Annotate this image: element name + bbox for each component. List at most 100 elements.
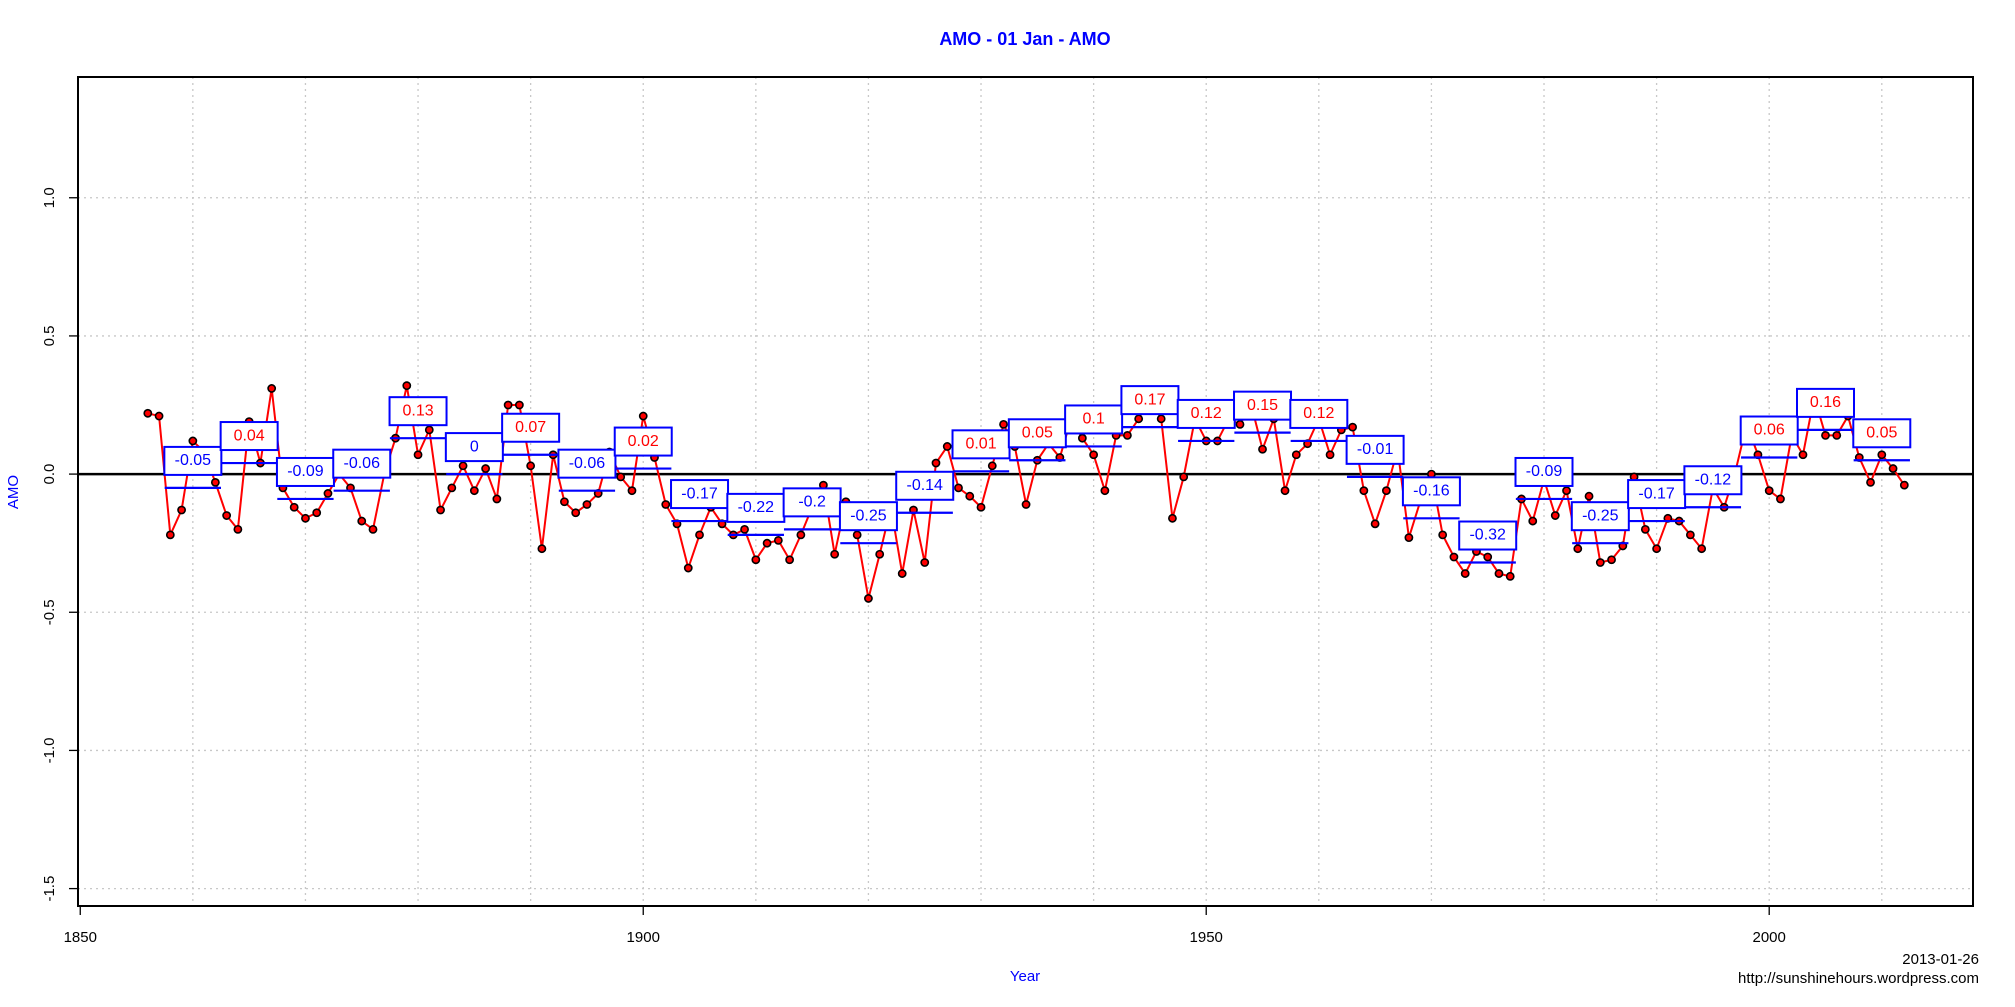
data-point	[616, 472, 626, 482]
data-point	[1156, 414, 1166, 424]
data-point	[1483, 552, 1493, 562]
data-point	[1258, 444, 1267, 454]
data-point	[942, 442, 952, 451]
label-box	[1739, 415, 1799, 446]
label-box	[1570, 501, 1630, 532]
data-point	[1404, 533, 1414, 543]
data-point	[1291, 450, 1301, 460]
mean-label: 0.12	[1303, 405, 1334, 422]
label-box	[951, 429, 1011, 460]
data-point	[965, 491, 975, 501]
data-point	[1134, 414, 1144, 424]
data-point	[1821, 431, 1830, 440]
mean-label: 0.12	[1191, 405, 1222, 422]
data-point	[1776, 494, 1785, 504]
mean-label: -0.14	[906, 477, 943, 494]
x-tick-label: 1850	[64, 929, 97, 946]
data-point	[954, 483, 963, 493]
data-point	[413, 450, 423, 460]
data-point	[1280, 486, 1290, 496]
label-box	[838, 501, 898, 532]
data-point	[638, 411, 648, 421]
data-point	[154, 411, 164, 421]
y-tick-label: 1.0	[41, 187, 58, 208]
data-point	[852, 530, 862, 540]
label-box	[1795, 387, 1855, 418]
data-point	[1438, 530, 1448, 540]
label-box	[1683, 465, 1743, 496]
label-box	[332, 448, 392, 479]
data-point	[165, 530, 175, 540]
data-point	[773, 536, 783, 545]
data-point	[1697, 544, 1707, 554]
data-point	[1381, 486, 1391, 496]
mean-label: 0.05	[1866, 424, 1897, 441]
mean-label: -0.12	[1695, 471, 1732, 488]
data-point	[999, 419, 1008, 429]
data-point	[177, 505, 186, 515]
label-box	[613, 426, 673, 457]
data-point	[514, 400, 524, 410]
mean-label: -0.17	[681, 485, 718, 502]
y-tick-label: -1.0	[41, 737, 58, 763]
data-point	[301, 513, 310, 523]
data-point	[1573, 544, 1583, 554]
footer-date: 2013-01-26	[1902, 951, 1979, 968]
data-point	[1640, 524, 1650, 534]
label-box	[501, 412, 561, 443]
label-box	[1514, 456, 1574, 487]
data-point	[1089, 450, 1099, 460]
mean-label: 0.17	[1134, 391, 1165, 408]
label-box	[1627, 479, 1687, 510]
mean-label: -0.25	[850, 507, 887, 524]
data-point	[1764, 486, 1774, 496]
mean-label: -0.17	[1638, 485, 1675, 502]
data-point	[526, 461, 536, 471]
data-point	[436, 505, 445, 515]
data-point	[458, 461, 468, 471]
label-box	[1289, 398, 1349, 429]
data-point	[1652, 544, 1662, 554]
data-point	[987, 461, 997, 471]
y-tick-label: 0.5	[41, 325, 58, 346]
data-point	[864, 594, 873, 603]
data-point	[481, 464, 490, 473]
mean-label: 0.13	[402, 402, 433, 419]
data-point	[1359, 486, 1369, 496]
data-point	[267, 384, 277, 393]
label-box	[895, 470, 955, 501]
data-point	[222, 511, 232, 520]
data-point	[830, 549, 840, 559]
data-point	[1866, 477, 1875, 487]
data-point	[1899, 480, 1909, 490]
footer-url: http://sunshinehours.wordpress.com	[1738, 970, 1979, 987]
data-point	[976, 502, 986, 512]
data-point	[143, 408, 153, 418]
data-point	[210, 477, 220, 487]
data-point	[503, 400, 513, 410]
y-tick-label: 0.0	[41, 464, 58, 485]
data-point	[188, 436, 198, 446]
data-point	[582, 500, 592, 509]
data-point	[1562, 486, 1571, 496]
data-point	[1370, 519, 1380, 529]
data-point	[1832, 431, 1842, 440]
data-point	[1325, 450, 1335, 460]
data-point	[897, 569, 907, 578]
data-point	[1348, 422, 1357, 432]
data-point	[1449, 552, 1459, 562]
data-point	[312, 508, 322, 518]
label-box	[1852, 418, 1912, 449]
mean-label: 0.16	[1810, 394, 1841, 411]
label-box	[388, 396, 448, 427]
label-box	[1064, 404, 1124, 435]
mean-label: 0.05	[1022, 424, 1053, 441]
data-point	[1460, 569, 1470, 578]
data-point	[1877, 450, 1887, 460]
mean-label: -0.06	[569, 455, 606, 472]
label-box	[782, 487, 842, 518]
data-point	[1494, 569, 1504, 578]
data-point	[289, 502, 299, 512]
data-point	[796, 530, 806, 540]
